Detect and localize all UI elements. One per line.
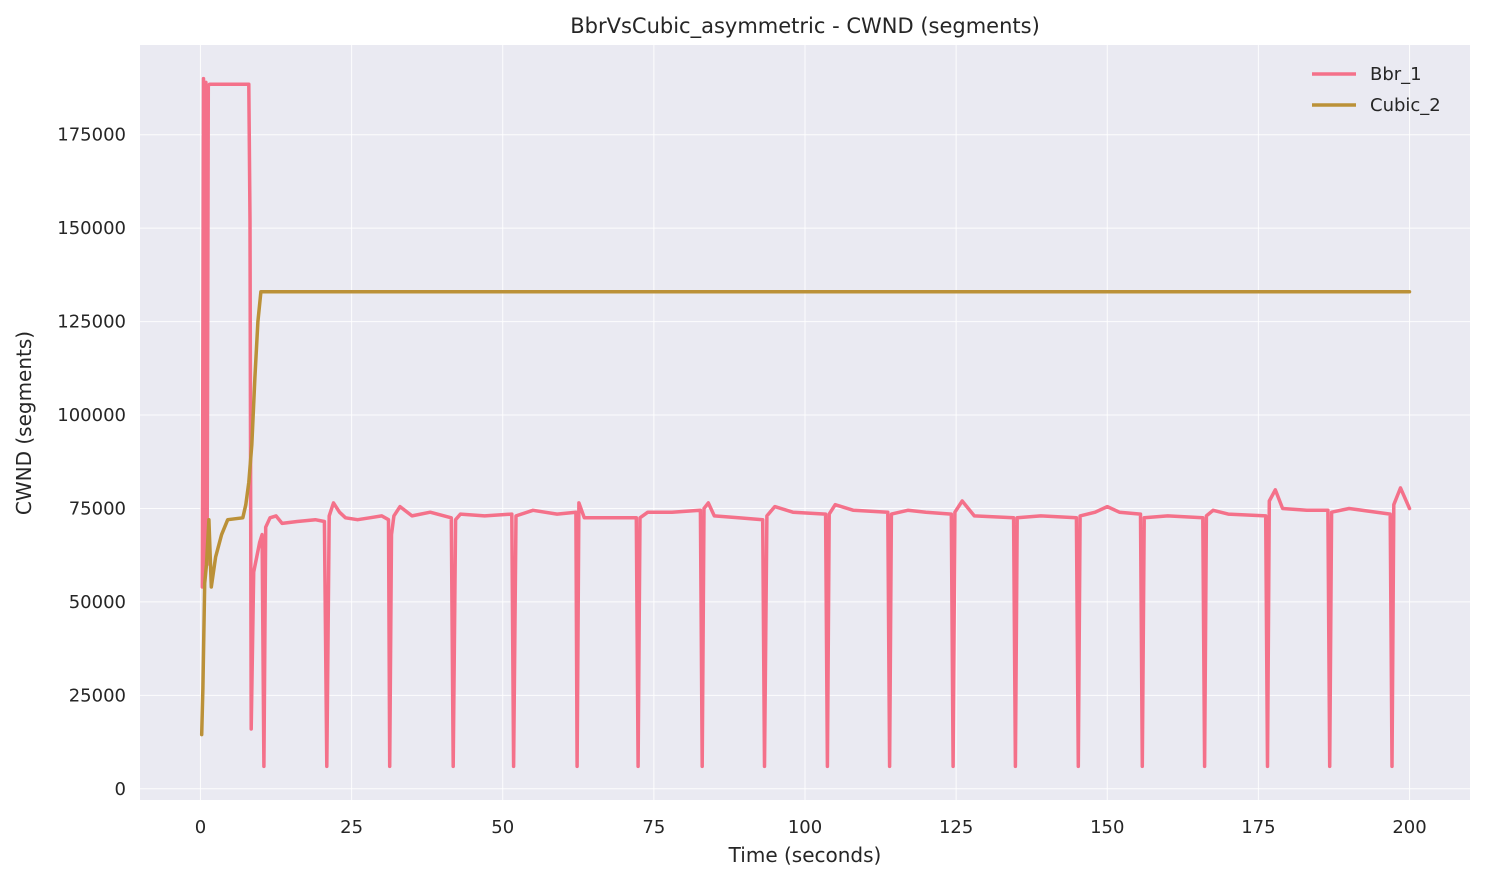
x-tick-label: 175 <box>1241 817 1275 838</box>
series-line-bbr-1 <box>200 76 1412 769</box>
legend: Bbr_1 Cubic_2 <box>1312 64 1441 116</box>
legend-label: Cubic_2 <box>1370 95 1441 116</box>
x-tick-label: 125 <box>939 817 973 838</box>
y-tick-label: 50000 <box>69 592 126 613</box>
grid <box>140 45 1470 800</box>
y-tick-label: 75000 <box>69 498 126 519</box>
y-tick-label: 150000 <box>57 218 126 239</box>
y-tick-label: 0 <box>115 779 126 800</box>
y-tick-label: 25000 <box>69 685 126 706</box>
legend-label: Bbr_1 <box>1370 64 1422 85</box>
y-axis-ticks: 0 25000 50000 75000 100000 125000 150000 175000 <box>57 125 126 800</box>
x-tick-label: 0 <box>195 817 206 838</box>
y-axis-label: CWND (segments) <box>12 331 36 515</box>
chart-title: BbrVsCubic_asymmetric - CWND (segments) <box>570 14 1040 39</box>
y-tick-label: 125000 <box>57 312 126 333</box>
x-axis-ticks: 0 25 50 75 100 125 150 175 200 <box>195 817 1427 838</box>
series-layer <box>199 76 1412 769</box>
y-tick-label: 100000 <box>57 405 126 426</box>
x-tick-label: 100 <box>788 817 822 838</box>
x-tick-label: 150 <box>1090 817 1124 838</box>
x-tick-label: 75 <box>642 817 665 838</box>
x-tick-label: 25 <box>340 817 363 838</box>
x-axis-label: Time (seconds) <box>728 843 882 867</box>
x-tick-label: 50 <box>491 817 514 838</box>
y-tick-label: 175000 <box>57 125 126 146</box>
series-line-cubic-2 <box>199 289 1412 737</box>
x-tick-label: 200 <box>1392 817 1426 838</box>
